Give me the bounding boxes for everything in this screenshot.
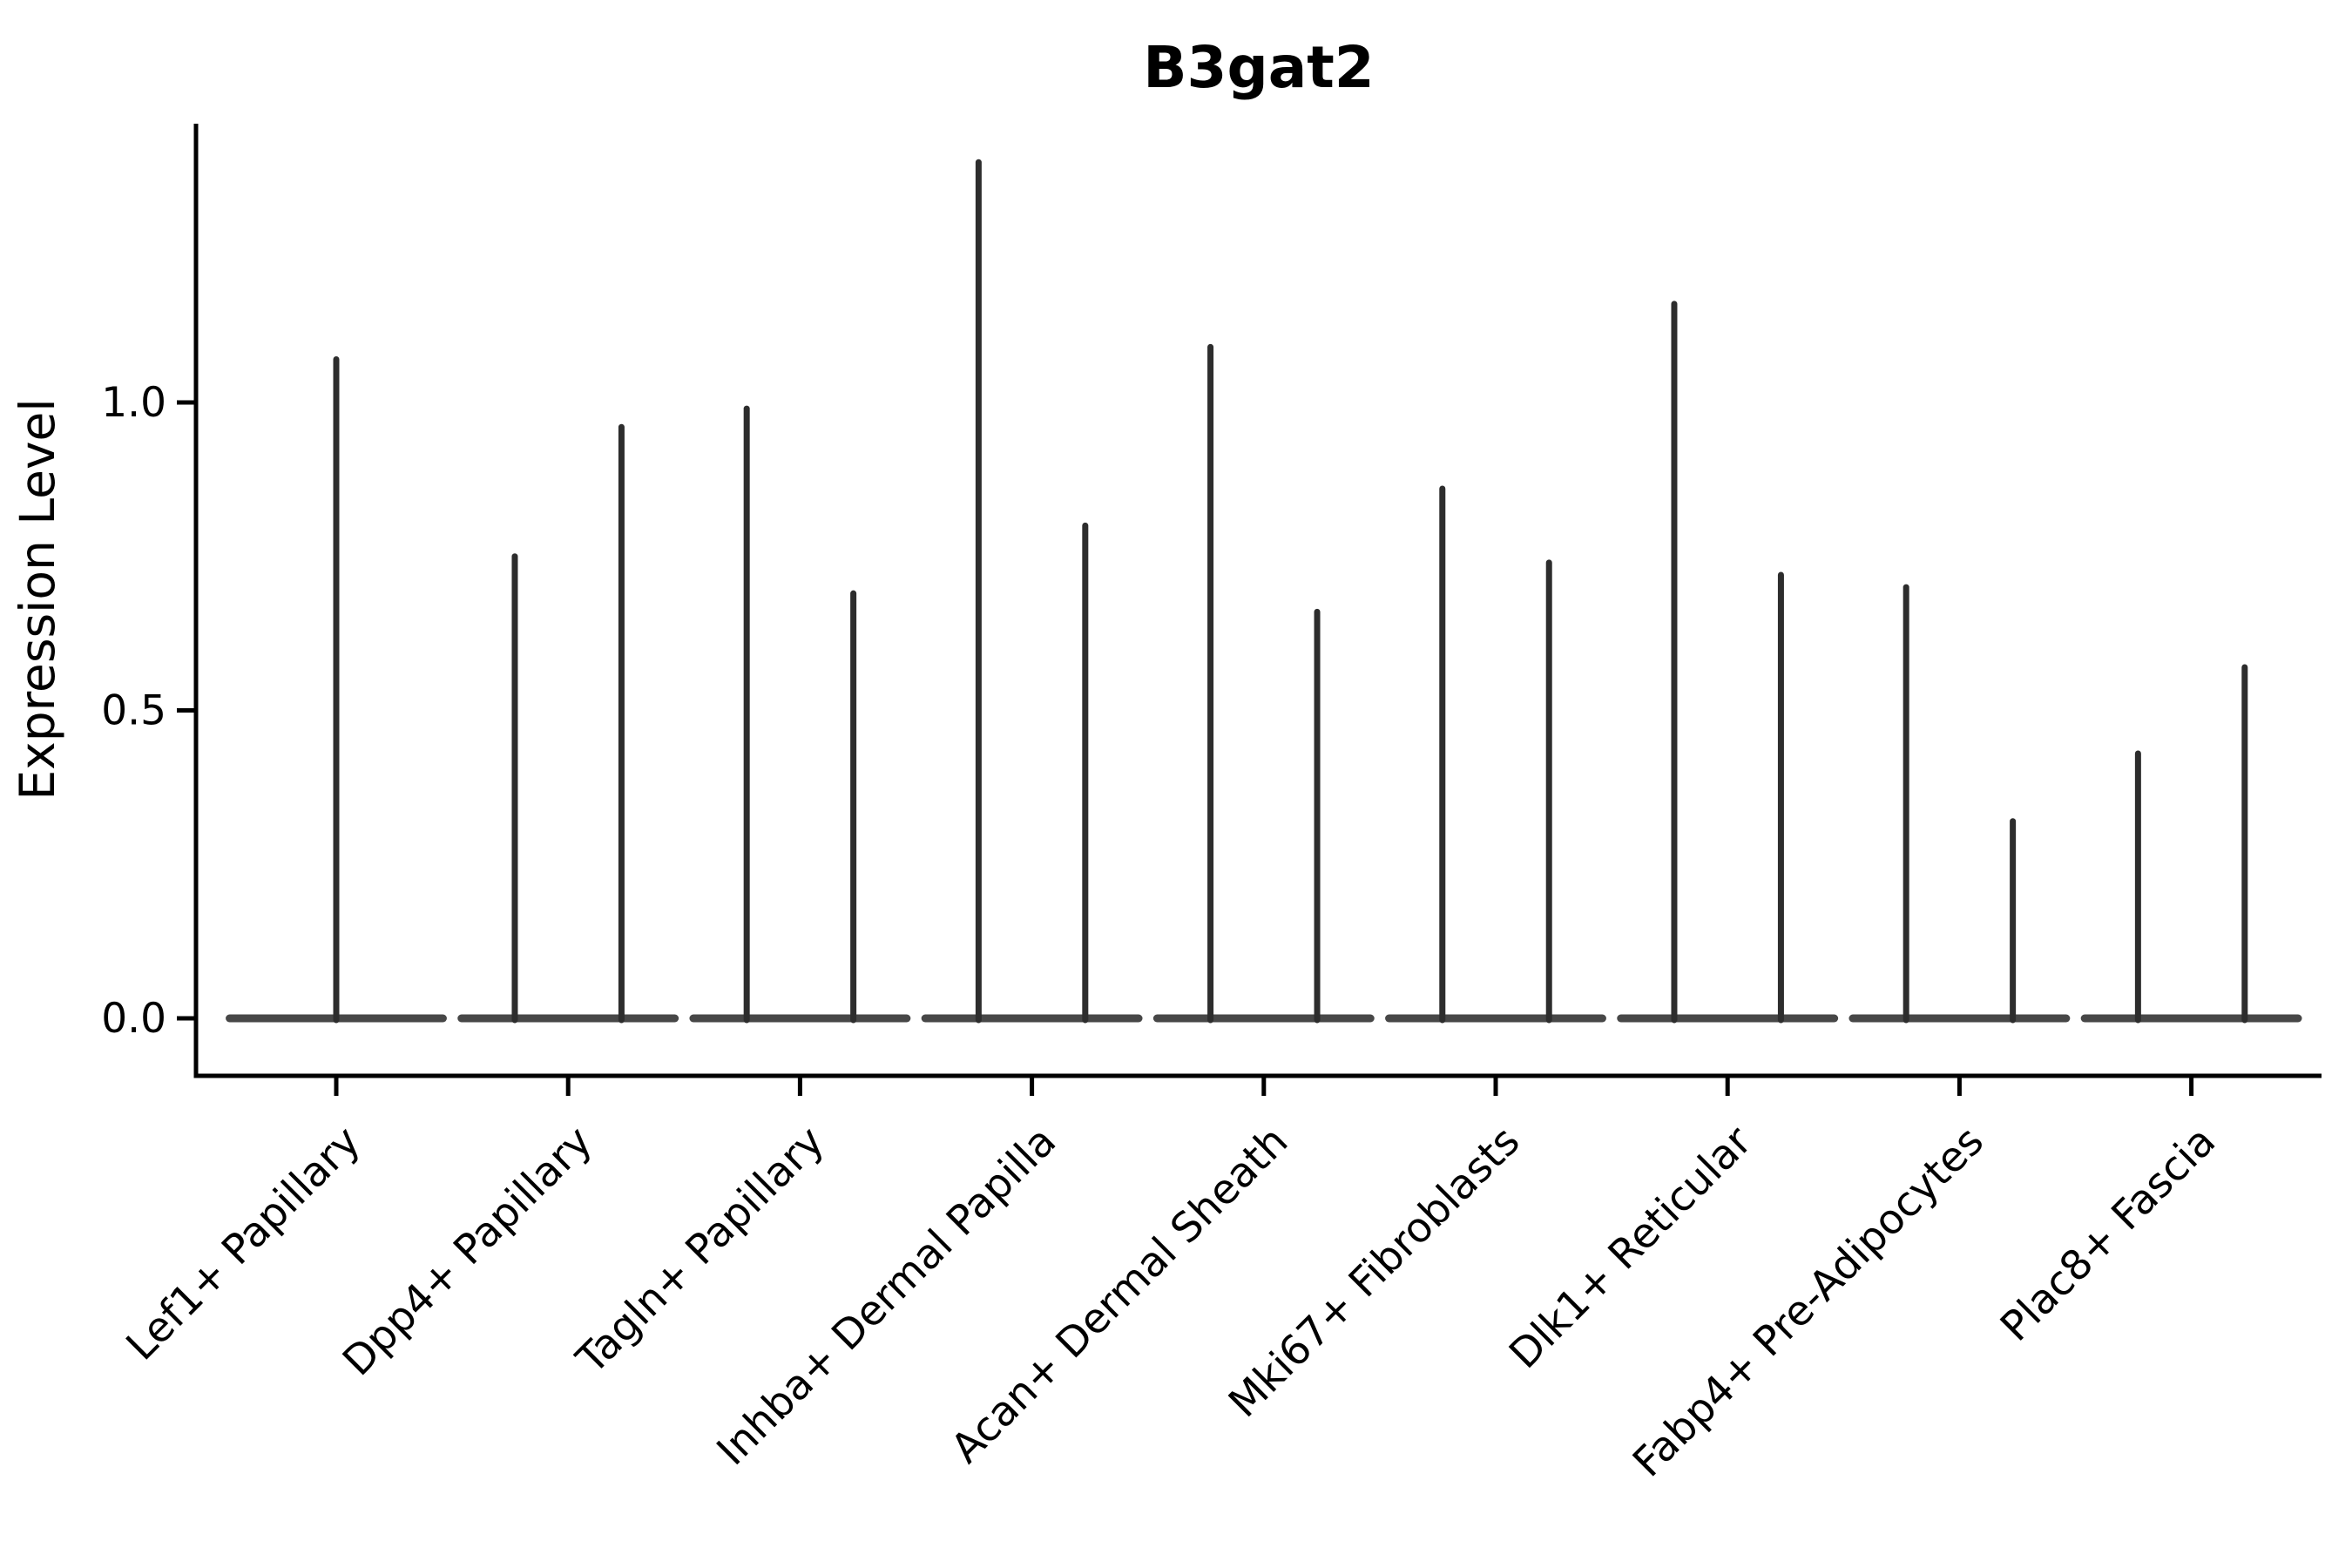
y-tick-label: 1.0: [101, 379, 166, 427]
x-tick-label: Plac8+ Fascia: [1991, 1118, 2225, 1351]
x-tick-label: Dpp4+ Papillary: [334, 1118, 602, 1386]
violins-layer: [226, 159, 2302, 1024]
y-axis-label: Expression Level: [10, 398, 65, 800]
x-tick-label: Dlk1+ Reticular: [1500, 1117, 1761, 1378]
y-tick-labels: 0.0 0.5 1.0: [101, 379, 166, 1043]
chart-title: B3gat2: [1143, 34, 1374, 101]
y-tick-label: 0.5: [101, 687, 166, 735]
x-tick-label: Tagln+ Papillary: [567, 1118, 834, 1384]
y-tick-label: 0.0: [101, 995, 166, 1043]
x-tick-label: Lef1+ Papillary: [118, 1118, 370, 1370]
axes-layer: [177, 124, 2322, 1096]
